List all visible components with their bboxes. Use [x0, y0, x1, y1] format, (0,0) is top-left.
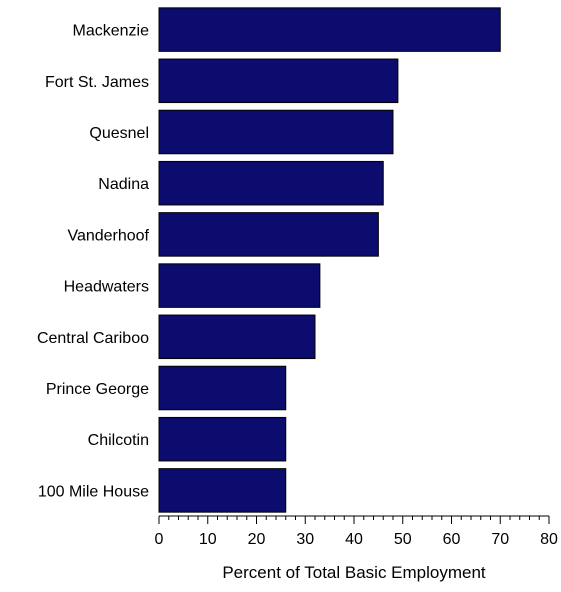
category-label: Mackenzie [73, 23, 150, 40]
x-tick-label: 0 [155, 531, 164, 548]
category-label: Central Cariboo [37, 330, 149, 347]
x-tick-label: 80 [540, 531, 558, 548]
bar [158, 58, 399, 104]
category-label: Prince George [46, 381, 149, 398]
x-tick-label: 10 [199, 531, 217, 548]
x-axis-label: Percent of Total Basic Employment [222, 563, 486, 582]
category-label: Quesnel [89, 125, 149, 142]
x-tick-label: 50 [394, 531, 412, 548]
category-label: Headwaters [64, 279, 149, 296]
x-tick-label: 30 [296, 531, 314, 548]
x-tick-label: 70 [491, 531, 509, 548]
category-label: Chilcotin [88, 432, 149, 449]
x-tick-label: 20 [248, 531, 266, 548]
category-label: Vanderhoof [67, 227, 149, 244]
category-label: Nadina [98, 176, 149, 193]
category-label: Fort St. James [45, 74, 149, 91]
bar [158, 160, 384, 206]
bar [158, 263, 321, 308]
bar [158, 314, 316, 360]
bar [158, 109, 394, 155]
x-tick-label: 60 [443, 531, 461, 548]
bar [158, 468, 287, 513]
bar [158, 365, 287, 411]
x-tick-label: 40 [345, 531, 363, 548]
bar [158, 7, 501, 52]
x-axis: 0 10 20 30 40 50 60 70 80 [155, 515, 558, 548]
bars-group [158, 7, 501, 513]
category-label: 100 Mile House [38, 483, 149, 500]
category-labels: Mackenzie Fort St. James Quesnel Nadina Vand… [37, 23, 150, 501]
bar [158, 212, 379, 257]
bar [158, 416, 287, 462]
